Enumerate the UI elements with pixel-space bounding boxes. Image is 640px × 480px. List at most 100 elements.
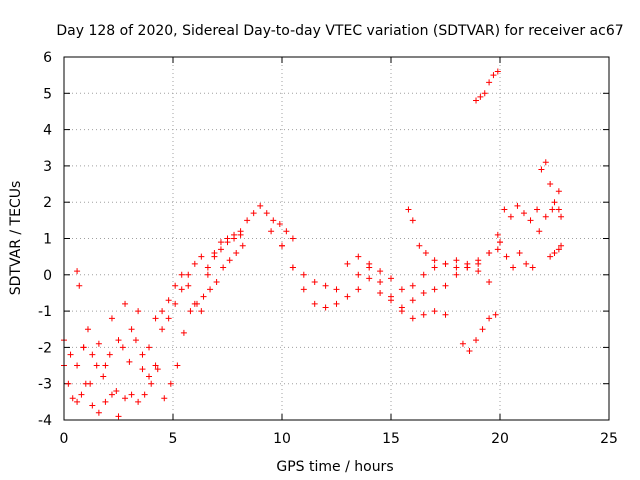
data-point-marker — [453, 271, 460, 278]
data-point-marker — [204, 271, 211, 278]
data-point-marker — [529, 264, 536, 271]
data-point-marker — [180, 329, 187, 336]
y-tick-label: -2 — [38, 340, 52, 356]
data-point-marker — [420, 311, 427, 318]
data-point-marker — [213, 279, 220, 286]
data-point-marker — [479, 326, 486, 333]
series-s6 — [355, 253, 493, 293]
data-point-marker — [516, 250, 523, 257]
plot-frame — [63, 56, 610, 421]
data-point-marker — [416, 242, 423, 249]
data-point-marker — [492, 311, 499, 318]
data-point-marker — [490, 72, 497, 79]
data-point-marker — [115, 337, 122, 344]
data-point-marker — [558, 242, 565, 249]
data-point-marker — [464, 264, 471, 271]
data-point-marker — [257, 202, 264, 209]
data-point-marker — [126, 358, 133, 365]
data-point-marker — [78, 391, 85, 398]
chart-title: Day 128 of 2020, Sidereal Day-to-day VTE… — [56, 23, 623, 39]
data-point-marker — [95, 409, 102, 416]
data-point-marker — [377, 279, 384, 286]
data-point-marker — [453, 264, 460, 271]
data-point-marker — [89, 351, 96, 358]
y-tick-labels: -4 -3 -2 -1 0 1 2 3 4 5 6 — [38, 50, 52, 429]
data-point-marker — [152, 362, 159, 369]
data-point-marker — [494, 231, 501, 238]
data-point-marker — [486, 250, 493, 257]
data-point-marker — [185, 282, 192, 289]
data-point-marker — [263, 210, 270, 217]
data-point-marker — [514, 202, 521, 209]
data-point-marker — [558, 213, 565, 220]
data-points — [61, 68, 565, 420]
data-point-marker — [494, 68, 501, 75]
data-point-marker — [108, 315, 115, 322]
data-point-marker — [431, 257, 438, 264]
data-point-marker — [289, 235, 296, 242]
data-point-marker — [152, 315, 159, 322]
data-point-marker — [139, 351, 146, 358]
data-point-marker — [388, 275, 394, 282]
y-tick-label: 5 — [43, 86, 52, 102]
data-point-marker — [486, 279, 493, 286]
data-point-marker — [146, 344, 153, 351]
x-tick-labels: 0 5 10 15 20 25 — [60, 431, 618, 447]
data-point-marker — [555, 188, 562, 195]
data-point-marker — [204, 264, 211, 271]
y-tick-label: -3 — [38, 377, 52, 393]
data-point-marker — [139, 366, 146, 373]
data-point-marker — [431, 286, 438, 293]
data-point-marker — [466, 348, 473, 355]
data-point-marker — [67, 351, 74, 358]
series-s11 — [497, 188, 562, 271]
data-point-marker — [191, 260, 198, 267]
data-point-marker — [289, 264, 296, 271]
data-point-marker — [420, 289, 427, 296]
data-point-marker — [398, 286, 405, 293]
data-point-marker — [377, 289, 384, 296]
data-point-marker — [122, 395, 129, 402]
series-s7 — [405, 206, 501, 271]
data-point-marker — [113, 387, 120, 394]
data-point-marker — [555, 246, 562, 253]
data-point-marker — [355, 286, 362, 293]
data-point-marker — [231, 235, 238, 242]
data-point-marker — [409, 282, 416, 289]
data-point-marker — [442, 311, 449, 318]
data-point-marker — [542, 213, 549, 220]
data-point-marker — [185, 271, 192, 278]
data-point-marker — [409, 315, 416, 322]
data-point-marker — [165, 297, 172, 304]
data-point-marker — [115, 413, 122, 420]
y-axis-label: SDTVAR / TECUs — [8, 181, 24, 296]
data-point-marker — [122, 300, 129, 307]
data-point-marker — [270, 217, 277, 224]
data-point-marker — [141, 391, 148, 398]
data-point-marker — [102, 362, 109, 369]
data-point-marker — [128, 326, 135, 333]
data-point-marker — [431, 308, 438, 315]
data-point-marker — [322, 282, 329, 289]
data-point-marker — [300, 271, 307, 278]
grid-lines — [64, 57, 609, 420]
data-point-marker — [211, 253, 218, 260]
data-point-marker — [283, 228, 290, 235]
y-tick-label: 0 — [43, 268, 52, 284]
data-point-marker — [409, 297, 416, 304]
data-point-marker — [431, 264, 438, 271]
data-point-marker — [422, 250, 429, 257]
series-s5 — [279, 242, 449, 322]
y-tick-label: -1 — [38, 304, 52, 320]
data-point-marker — [268, 228, 275, 235]
data-point-marker — [187, 308, 194, 315]
data-point-marker — [547, 181, 554, 188]
data-point-marker — [178, 271, 185, 278]
data-point-marker — [366, 275, 373, 282]
data-point-marker — [95, 340, 102, 347]
data-point-marker — [128, 391, 135, 398]
data-point-marker — [344, 293, 351, 300]
data-point-marker — [510, 264, 517, 271]
data-point-marker — [534, 206, 541, 213]
data-point-marker — [333, 300, 340, 307]
